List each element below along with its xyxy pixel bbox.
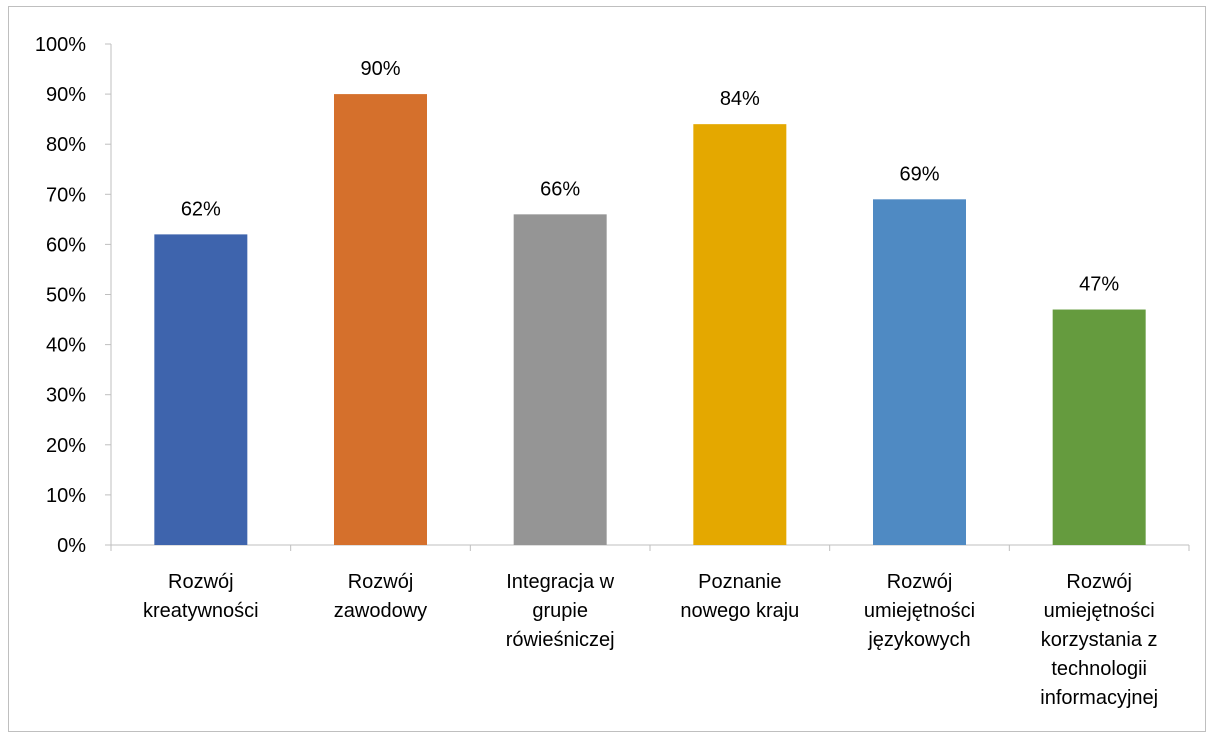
y-tick-label: 50%	[46, 285, 86, 307]
category-label: Rozwój umiejętności językowych	[864, 571, 975, 651]
category-label-line: technologii	[1051, 658, 1147, 680]
category-label-line: Rozwój	[348, 571, 414, 593]
category-label-line: kreatywności	[143, 600, 259, 622]
category-label-line: korzystania z	[1041, 629, 1158, 651]
category-label-line: informacyjnej	[1040, 687, 1158, 709]
category-label-line: językowych	[867, 629, 970, 651]
data-label: 62%	[181, 198, 221, 220]
category-label-line: rówieśniczej	[506, 629, 615, 651]
category-label: Rozwój kreatywności	[143, 571, 259, 622]
bar	[513, 214, 607, 545]
data-label: 69%	[899, 163, 939, 185]
y-tick-label: 70%	[46, 184, 86, 206]
y-tick-label: 40%	[46, 335, 86, 357]
x-axis-ticks	[110, 545, 1190, 551]
category-label-line: Poznanie	[698, 571, 781, 593]
data-label: 66%	[540, 178, 580, 200]
data-label: 84%	[720, 88, 760, 110]
y-tick-label: 100%	[35, 34, 86, 56]
category-label: Integracja w grupie rówieśniczej	[506, 571, 615, 651]
data-label: 47%	[1079, 274, 1119, 296]
category-label-line: Rozwój	[1066, 571, 1132, 593]
bar	[693, 124, 787, 545]
category-label: Rozwój umiejętności korzystania z technolog…	[1040, 571, 1158, 709]
category-label-line: grupie	[532, 600, 588, 622]
category-label-line: umiejętności	[864, 600, 975, 622]
category-label-line: Rozwój	[168, 571, 234, 593]
bar	[873, 199, 966, 545]
category-label-line: Rozwój	[887, 571, 953, 593]
bar	[154, 234, 248, 545]
category-label: Poznanie nowego kraju	[680, 571, 799, 622]
y-tick-label: 80%	[46, 134, 86, 156]
data-label: 90%	[360, 58, 400, 80]
category-label: Rozwój zawodowy	[334, 571, 427, 622]
y-tick-label: 90%	[46, 84, 86, 106]
category-label-line: nowego kraju	[680, 600, 799, 622]
bar	[334, 94, 427, 545]
category-label-line: umiejętności	[1044, 600, 1155, 622]
y-tick-label: 10%	[46, 485, 86, 507]
category-labels: Rozwój kreatywności Rozwój zawodowy Integrac…	[143, 571, 1158, 709]
y-tick-label: 0%	[57, 535, 86, 557]
bars	[154, 94, 1146, 545]
y-tick-label: 60%	[46, 234, 86, 256]
bar	[1052, 309, 1146, 545]
y-tick-label: 20%	[46, 435, 86, 457]
y-tick-label: 30%	[46, 385, 86, 407]
category-label-line: zawodowy	[334, 600, 427, 622]
y-axis-ticks: 0% 10% 20% 30% 40% 50% 60% 70% 80% 90% 100%	[35, 34, 111, 557]
data-labels: 62% 90% 66% 84% 69% 47%	[181, 58, 1120, 295]
category-label-line: Integracja w	[506, 571, 614, 593]
